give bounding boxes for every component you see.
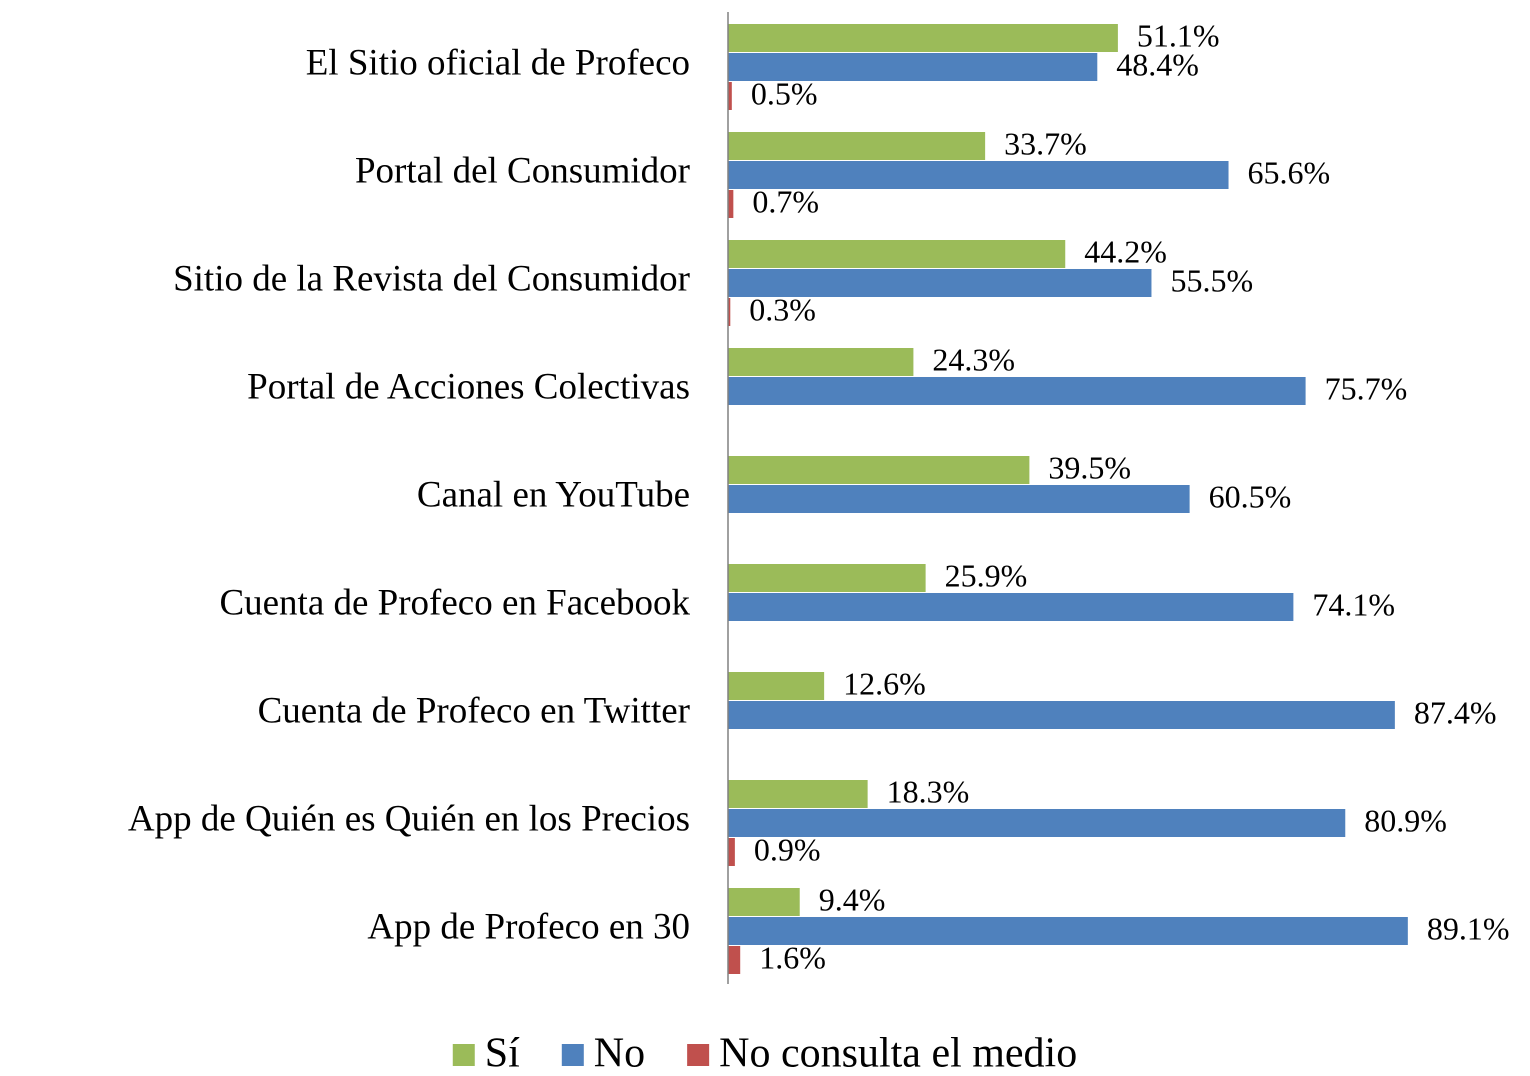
data-label: 48.4% — [1116, 46, 1199, 82]
bar — [728, 780, 868, 808]
legend-label: Sí — [485, 1031, 520, 1076]
bar — [728, 269, 1152, 297]
bar — [728, 485, 1190, 513]
data-label: 87.4% — [1414, 694, 1497, 730]
category-label: Cuenta de Profeco en Twitter — [258, 690, 690, 731]
bar — [728, 161, 1229, 189]
legend-swatch — [561, 1044, 584, 1066]
bar — [728, 348, 914, 376]
data-label: 9.4% — [819, 881, 886, 917]
legend-swatch — [687, 1044, 710, 1066]
category-label: App de Profeco en 30 — [367, 906, 690, 947]
bar — [728, 24, 1118, 52]
bar — [728, 917, 1408, 945]
bar — [728, 838, 735, 866]
bar — [728, 456, 1030, 484]
data-label: 74.1% — [1312, 586, 1395, 622]
bar — [728, 701, 1395, 729]
data-label: 33.7% — [1004, 125, 1087, 161]
bar — [728, 190, 734, 218]
data-label: 55.5% — [1170, 262, 1253, 298]
category-label: Portal del Consumidor — [355, 150, 690, 191]
data-label: 24.3% — [932, 341, 1015, 377]
bar — [728, 809, 1346, 837]
legend-label: No consulta el medio — [719, 1031, 1077, 1076]
bar — [728, 946, 741, 974]
data-label: 0.5% — [751, 75, 818, 111]
category-label: Cuenta de Profeco en Facebook — [219, 582, 690, 623]
bar — [728, 298, 731, 326]
data-label: 51.1% — [1137, 17, 1220, 53]
category-label: App de Quién es Quién en los Precios — [128, 798, 690, 839]
bar — [728, 888, 800, 916]
legend-label: No — [594, 1031, 645, 1076]
category-label: Portal de Acciones Colectivas — [247, 366, 690, 407]
legend-swatch — [452, 1044, 475, 1066]
data-label: 44.2% — [1084, 233, 1167, 269]
data-label: 18.3% — [887, 773, 970, 809]
data-label: 12.6% — [843, 665, 926, 701]
category-label: Sitio de la Revista del Consumidor — [173, 258, 690, 299]
data-label: 39.5% — [1048, 449, 1131, 485]
data-label: 80.9% — [1364, 802, 1447, 838]
bar — [728, 82, 732, 110]
category-label: El Sitio oficial de Profeco — [306, 42, 690, 83]
bar — [728, 240, 1066, 268]
data-label: 0.7% — [752, 183, 819, 219]
data-label: 60.5% — [1209, 478, 1292, 514]
bar — [728, 53, 1098, 81]
bar — [728, 377, 1306, 405]
bar — [728, 564, 926, 592]
data-label: 1.6% — [759, 939, 826, 975]
bar — [728, 672, 825, 700]
bar — [728, 593, 1294, 621]
data-label: 0.9% — [754, 831, 821, 867]
bar — [728, 132, 986, 160]
data-label: 89.1% — [1427, 910, 1510, 946]
category-label: Canal en YouTube — [417, 474, 690, 515]
data-label: 25.9% — [945, 557, 1028, 593]
data-label: 0.3% — [749, 291, 816, 327]
data-label: 65.6% — [1248, 154, 1331, 190]
data-label: 75.7% — [1325, 370, 1408, 406]
